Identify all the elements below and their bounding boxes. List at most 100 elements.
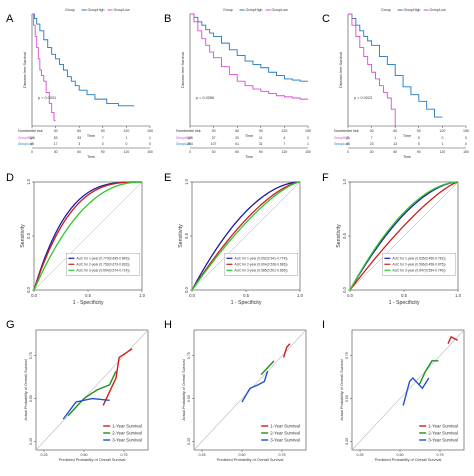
x-tick-label: 0.5 [401,293,407,298]
panel-letter-E: E [164,172,171,184]
calibration-line [102,348,133,406]
roc-curve [349,181,459,291]
reference-diagonal [33,181,143,291]
risk-tick-label: 60 [235,150,239,154]
risk-value: 7 [283,142,285,146]
km-curve-GroupLow [32,13,135,107]
legend-entry: 3-Year Survival [112,438,142,443]
y-tick-label: 0.25 [345,438,349,445]
y-tick-label: 0.0 [184,286,189,292]
legend: AUC for 1-year (0.652(0.541-0.774)) AUC f… [224,253,299,276]
risk-tick-label: 90 [417,150,421,154]
legend-entry: GroupHigh [246,8,263,12]
legend-entry: AUC for 2-year (0.566(0.458-0.675)) [392,263,445,267]
x-tick-label: 30 [54,129,58,133]
roc-curve [33,181,142,291]
km-curve-GroupLow [348,13,443,118]
risk-value: 0 [125,142,127,146]
calibration-line [447,335,458,345]
y-tick-label: 0.75 [345,352,349,359]
reference-diagonal [193,329,307,451]
panel-letter-G: G [6,319,15,331]
legend-entry: GroupLow [114,8,131,12]
reference-diagonal [191,181,301,291]
x-tick-label: 1.0 [297,293,303,298]
risk-value: 17 [54,142,58,146]
y-tick-label: 1.0 [184,178,189,184]
roc-panel-F: F 0.0 0.5 1.0 0.0 0.5 1.0 1 - Specificity Sensit… [322,172,462,306]
risk-tick-label: 0 [189,150,191,154]
risk-row-name: GroupLow [18,142,33,146]
risk-value: 45 [346,142,350,146]
x-tick-label: 150 [463,129,469,133]
risk-value: 7 [371,136,373,140]
legend: Group GroupHigh GroupLow [65,8,130,12]
plot-frame [35,329,149,451]
risk-value: 23 [370,142,374,146]
legend-box [382,253,457,276]
risk-table-title: Number at risk [18,129,43,133]
legend-entry: AUC for 3-year (0.694(0.574-0.714)) [76,269,129,273]
y-tick-label: 0.5 [26,232,31,238]
plot-frame [351,329,465,451]
legend-entry: AUC for 3-year (0.647(0.554-0.746)) [392,269,445,273]
x-axis-label: Predicted Probability of Overall Surviva… [217,458,284,462]
legend: AUC for 1-year (0.635(0.456-0.781)) AUC f… [382,253,457,276]
km-curve-GroupHigh [32,13,56,121]
y-axis-label: Sensitivity [20,224,26,248]
p-value: p < 0.0001 [38,96,56,100]
legend-box [224,253,299,276]
legend-entry: GroupLow [430,8,447,12]
legend: 1-Year Survival 2-Year Survival 3-Year Sur… [261,424,300,443]
panel-letter-A: A [6,13,14,25]
x-tick-label: 0.75 [437,453,444,457]
y-tick-label: 0.75 [187,352,191,359]
risk-tick-label: 60 [393,150,397,154]
legend-entry: AUC for 3-year (0.585(0.501-0.665)) [234,269,287,273]
risk-value: 107 [211,142,217,146]
x-tick-label: 120 [439,129,445,133]
km-curve-GroupLow [190,13,308,82]
risk-tick-label: 150 [147,150,153,154]
risk-value: 5 [418,142,420,146]
risk-table-title: Number at risk [334,129,359,133]
risk-value: 1 [441,142,443,146]
risk-value: 1 [125,136,127,140]
km-curve-GroupHigh [190,13,308,100]
y-tick-label: 1.0 [26,178,31,184]
calibration-line [67,370,117,417]
panel-letter-I: I [322,319,325,331]
roc-panel-D: D 0.0 0.5 1.0 0.0 0.5 1.0 1 - Specificity Sensit… [6,172,146,306]
x-tick-label: 0.5 [243,293,249,298]
risk-tick-label: 30 [370,150,374,154]
risk-row-name: GroupHigh [18,136,34,140]
risk-value: 105 [187,136,193,140]
risk-tick-label: 30 [212,150,216,154]
roc-curve [191,181,301,291]
legend-entry: GroupLow [272,8,289,12]
legend-entry: AUC for 1-year (0.635(0.456-0.781)) [392,257,445,261]
y-tick-label: 0.5 [342,232,347,238]
x-tick-label: 30 [212,129,216,133]
roc-curve [33,181,143,291]
p-value: p = 0.0056 [196,96,214,100]
risk-value: 1 [394,136,396,140]
x-tick-label: 1.0 [455,293,461,298]
legend-entry: AUC for 2-year (0.604(0.528-0.683)) [234,263,287,267]
x-tick-label: 0 [347,129,349,133]
x-tick-label: 0 [189,129,191,133]
y-axis-label: Actual Probability of Overall Survival [182,359,186,420]
risk-row-name: GroupHigh [334,136,350,140]
legend-entry: 2-Year Survival [428,431,458,436]
y-tick-label: 1.0 [342,178,347,184]
y-tick-label: 0.0 [26,286,31,292]
p-value: p = 0.0023 [354,96,372,100]
legend-entry: 1-Year Survival [428,424,458,429]
y-tick-label: 0.25 [187,438,191,445]
legend-entry: AUC for 1-year (0.770(0.695-0.845)) [76,257,129,261]
